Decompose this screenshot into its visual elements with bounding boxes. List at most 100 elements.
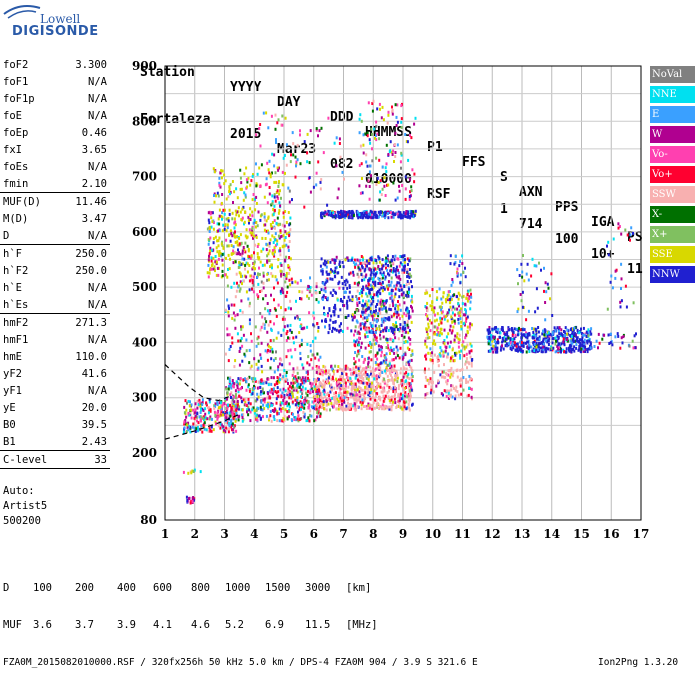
echo-point — [299, 383, 302, 387]
echo-point — [282, 234, 285, 238]
echo-point — [447, 332, 450, 336]
echo-point — [316, 401, 319, 405]
echo-point — [294, 348, 297, 352]
echo-point — [330, 383, 333, 387]
echo-point — [403, 367, 406, 371]
echo-point — [399, 381, 402, 385]
echo-point — [360, 314, 362, 318]
echo-point — [321, 383, 324, 387]
echo-point — [272, 241, 275, 244]
echo-point — [288, 240, 291, 243]
echo-point — [273, 246, 276, 250]
echo-point — [464, 275, 467, 279]
echo-point — [228, 212, 231, 216]
echo-point — [409, 133, 411, 137]
echo-point — [365, 273, 368, 277]
echo-point — [247, 215, 250, 219]
echo-point — [238, 237, 241, 240]
echo-point — [466, 360, 469, 364]
echo-point — [544, 281, 547, 285]
echo-point — [354, 408, 357, 412]
echo-point — [290, 418, 293, 422]
echo-point — [325, 403, 328, 407]
echo-point — [369, 403, 372, 407]
echo-point — [328, 394, 330, 398]
echo-point — [316, 378, 319, 382]
echo-point — [303, 412, 306, 416]
echo-point — [408, 215, 411, 219]
echo-point — [458, 293, 461, 297]
echo-point — [361, 278, 364, 282]
echo-point — [372, 297, 375, 301]
echo-point — [575, 343, 578, 346]
echo-point — [375, 374, 378, 378]
echo-point — [516, 347, 519, 351]
echo-point — [560, 350, 562, 354]
echo-point — [556, 334, 559, 338]
echo-point — [256, 252, 259, 256]
mrow-value: [MHz] — [346, 619, 378, 631]
echo-point — [203, 427, 206, 431]
echo-point — [410, 376, 413, 380]
echo-point — [361, 291, 364, 295]
echo-point — [364, 132, 367, 136]
echo-point — [381, 280, 384, 284]
echo-point — [406, 374, 409, 378]
echo-point — [388, 378, 391, 382]
echo-point — [295, 377, 298, 381]
echo-point — [386, 374, 389, 378]
echo-point — [253, 384, 255, 388]
echo-point — [388, 348, 391, 352]
echo-point — [362, 381, 365, 385]
echo-point — [365, 259, 368, 263]
echo-point — [318, 365, 320, 369]
echo-point — [226, 397, 229, 401]
echo-point — [465, 378, 468, 382]
echo-point — [390, 408, 393, 412]
legend-item: NNE — [650, 86, 695, 103]
echo-point — [236, 235, 239, 239]
echo-point — [373, 313, 376, 317]
echo-point — [374, 353, 377, 357]
echo-point — [275, 314, 278, 318]
echo-point — [360, 345, 363, 349]
echo-point — [284, 280, 287, 284]
echo-point — [372, 270, 375, 274]
echo-point — [234, 407, 237, 411]
y-tick-label: 200 — [132, 446, 157, 460]
echo-point — [554, 329, 557, 333]
echo-point — [434, 325, 437, 329]
echo-point — [205, 428, 208, 432]
echo-point — [279, 403, 282, 407]
echo-point — [352, 404, 355, 408]
echo-point — [317, 160, 320, 164]
echo-point — [230, 383, 233, 387]
echo-point — [407, 394, 410, 398]
echo-point — [231, 410, 234, 414]
echo-point — [327, 376, 330, 380]
echo-point — [542, 342, 545, 346]
echo-point — [285, 221, 288, 224]
echo-point — [248, 361, 251, 365]
echo-point — [269, 346, 272, 349]
echo-point — [408, 310, 410, 314]
echo-point — [224, 399, 227, 403]
echo-point — [400, 293, 403, 297]
echo-point — [521, 349, 524, 353]
echo-point — [286, 285, 289, 289]
echo-point — [403, 387, 406, 390]
echo-point — [425, 345, 428, 349]
echo-point — [321, 402, 324, 406]
echo-point — [383, 397, 386, 401]
echo-point — [389, 149, 392, 153]
echo-point — [523, 279, 526, 283]
echo-point — [341, 215, 344, 218]
echo-point — [273, 236, 276, 240]
echo-point — [187, 428, 190, 432]
echo-point — [368, 170, 371, 174]
echo-point — [489, 334, 492, 337]
echo-point — [526, 340, 529, 344]
echo-point — [432, 332, 435, 336]
echo-point — [230, 421, 233, 425]
echo-point — [453, 307, 456, 311]
